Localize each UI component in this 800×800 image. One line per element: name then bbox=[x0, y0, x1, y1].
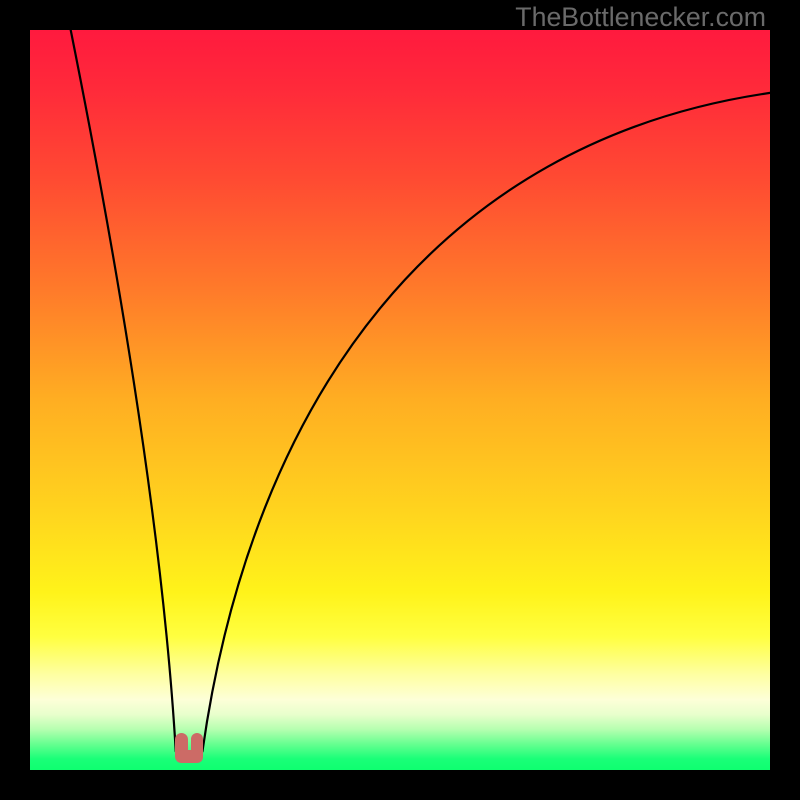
chart-stage: TheBottlenecker.com bbox=[0, 0, 800, 800]
watermark-text: TheBottlenecker.com bbox=[515, 2, 766, 33]
plot-area bbox=[30, 30, 770, 770]
optimum-marker bbox=[175, 733, 203, 763]
marker-base bbox=[178, 750, 200, 763]
curve-layer bbox=[30, 30, 770, 770]
bottleneck-curve-segment bbox=[71, 30, 176, 752]
bottleneck-curve-segment bbox=[202, 93, 770, 752]
